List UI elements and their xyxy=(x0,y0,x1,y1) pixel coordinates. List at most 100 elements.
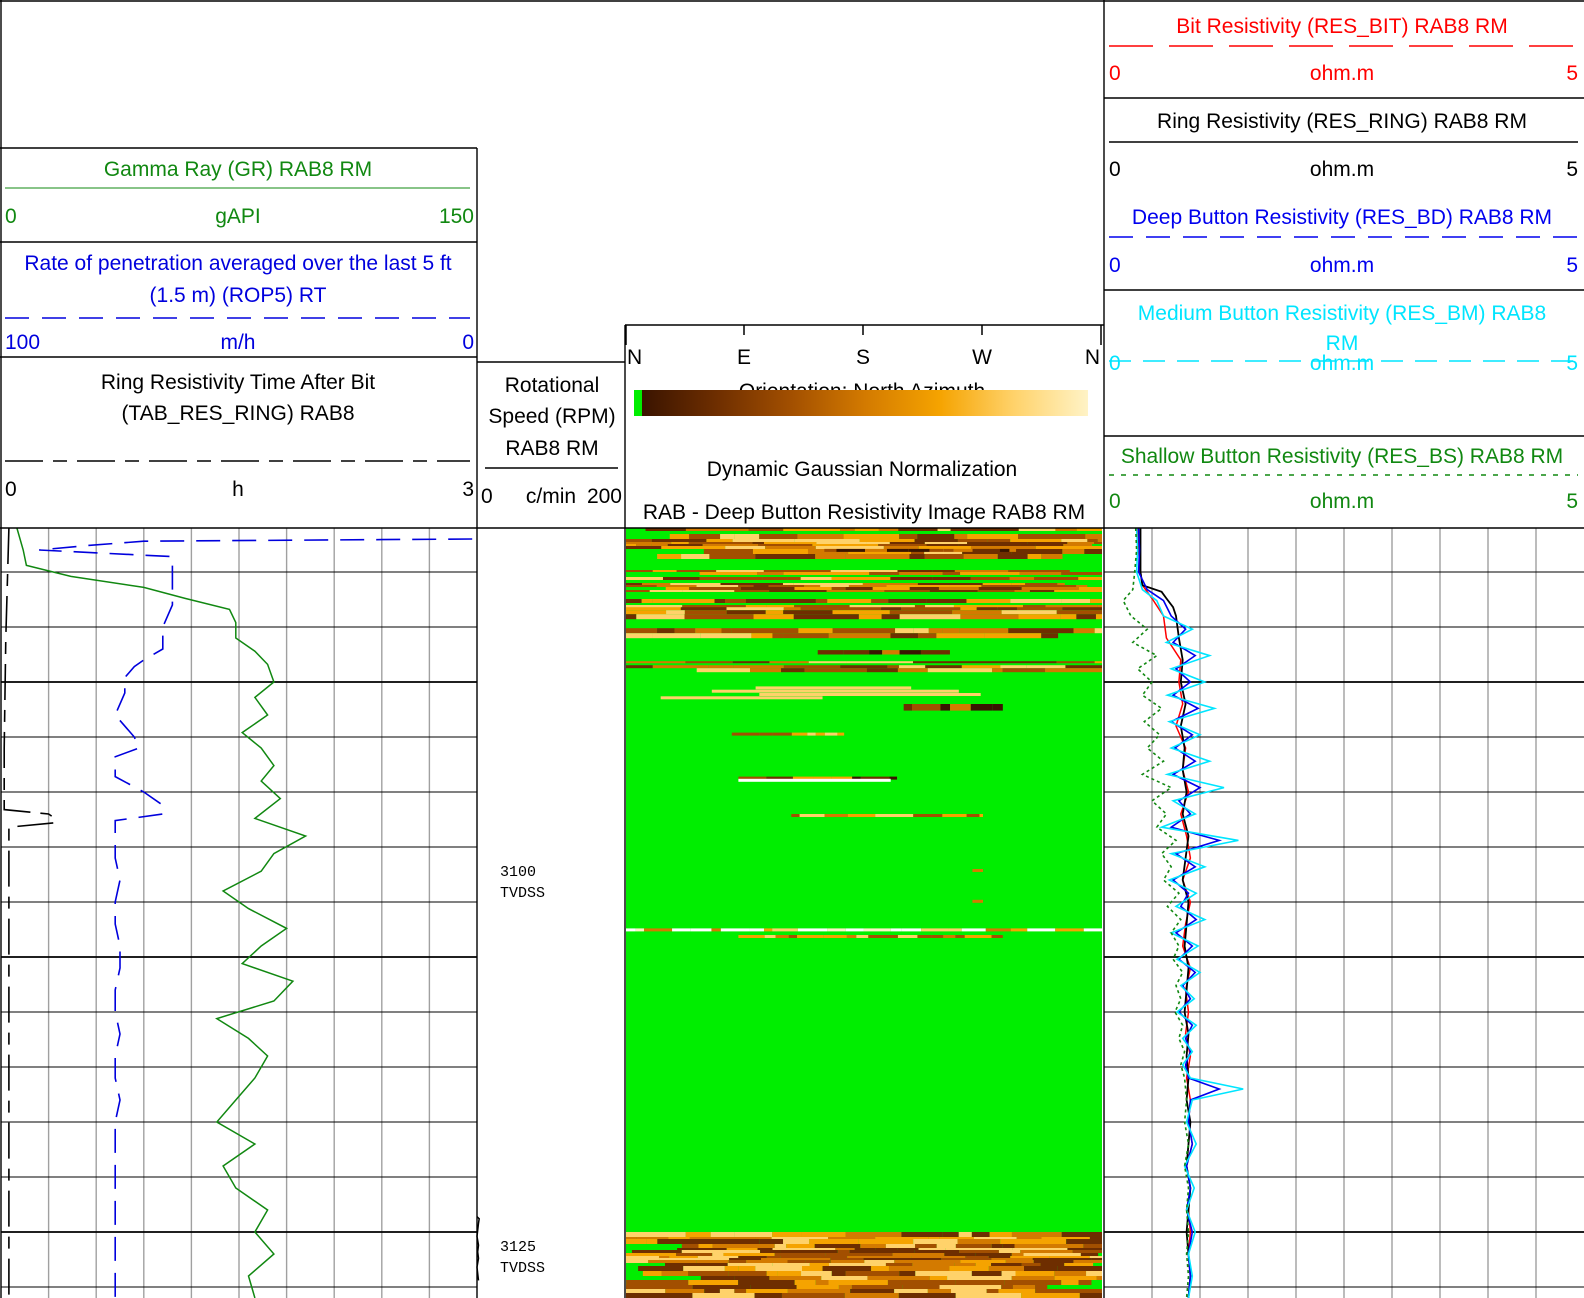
image-bed xyxy=(772,1232,802,1237)
image-bed xyxy=(682,590,735,592)
image-bed xyxy=(976,607,998,611)
image-bed xyxy=(924,554,964,559)
image-bed xyxy=(915,1271,972,1276)
image-bed xyxy=(826,590,885,592)
image-bed xyxy=(1061,1280,1079,1285)
image-bed xyxy=(970,577,1010,580)
image-bed xyxy=(849,605,915,608)
image-bed xyxy=(648,1260,697,1263)
image-bed xyxy=(950,1289,987,1293)
image-bed xyxy=(948,928,962,932)
image-bed xyxy=(797,928,828,932)
image-bed xyxy=(942,1232,959,1237)
image-bed xyxy=(950,704,971,711)
image-bed xyxy=(772,633,784,639)
image-bed xyxy=(685,661,733,664)
image-bed xyxy=(734,1289,747,1293)
image-bed xyxy=(1004,1280,1062,1285)
image-bed xyxy=(1011,549,1063,554)
image-bed xyxy=(921,607,961,611)
image-bed xyxy=(768,585,788,587)
image-bed xyxy=(766,1271,778,1276)
image-bed xyxy=(1021,587,1079,590)
image-bed xyxy=(847,1256,912,1258)
image-bed xyxy=(887,665,899,669)
image-bed xyxy=(890,928,902,932)
image-bed xyxy=(837,732,845,736)
image-bed xyxy=(958,1232,972,1237)
image-bed xyxy=(772,1263,810,1266)
image-bed xyxy=(884,590,930,592)
image-bed xyxy=(925,605,954,608)
image-bed xyxy=(925,665,962,669)
image-bed xyxy=(721,628,732,634)
image-bed xyxy=(888,814,914,817)
image-bed xyxy=(700,633,752,639)
image-bed xyxy=(626,1239,647,1244)
image-bed xyxy=(849,1250,915,1253)
image-bed xyxy=(752,549,808,554)
image-bed xyxy=(1014,1244,1084,1248)
image-bed xyxy=(626,1285,693,1289)
image-bed xyxy=(781,1293,845,1298)
image-bed xyxy=(641,599,653,603)
image-bed xyxy=(1033,1260,1074,1263)
image-bed xyxy=(967,542,1028,544)
image-bed xyxy=(666,610,685,615)
image-bed xyxy=(832,610,890,615)
image-bed xyxy=(1085,534,1102,539)
bd-header: Deep Button Resistivity (RES_BD) RAB8 RM… xyxy=(1109,206,1578,277)
image-bed xyxy=(1023,605,1046,608)
image-bed xyxy=(765,546,816,549)
image-bed xyxy=(949,1266,989,1271)
image-bed xyxy=(732,539,795,542)
image-bed xyxy=(645,528,686,531)
image-bed xyxy=(734,1276,770,1280)
depth-label-unit: TVDSS xyxy=(500,885,545,902)
image-bed xyxy=(800,607,838,611)
image-bed xyxy=(865,548,887,552)
bd-curve xyxy=(1137,527,1223,1298)
image-bed xyxy=(954,534,968,539)
image-bed xyxy=(1049,1256,1090,1258)
image-bed xyxy=(931,935,944,938)
image-bed xyxy=(1026,665,1066,669)
image-bed xyxy=(685,528,749,531)
image-bed xyxy=(1009,577,1035,580)
image-bed xyxy=(1014,590,1030,592)
image-bed xyxy=(775,935,789,938)
image-bed xyxy=(1054,590,1102,592)
image-bed xyxy=(828,1263,886,1266)
image-bed xyxy=(750,668,782,673)
image-bed xyxy=(912,704,941,711)
image-bed xyxy=(821,1276,868,1280)
image-bed xyxy=(755,554,816,559)
image-bed xyxy=(957,539,988,542)
image-bed xyxy=(945,1248,1013,1250)
image-bed xyxy=(753,585,769,587)
rpm-title-line3: RAB8 RM xyxy=(505,437,598,460)
image-bed xyxy=(828,1237,876,1239)
bm-scale-min: 0 xyxy=(1109,352,1121,375)
bm-scale-max: 5 xyxy=(1566,352,1578,375)
image-bed xyxy=(636,544,652,546)
image-bed xyxy=(845,587,873,590)
image-bed xyxy=(1010,928,1028,932)
image-bed xyxy=(883,546,919,549)
image-bed xyxy=(847,814,876,817)
image-bed xyxy=(926,544,959,546)
image-bed xyxy=(971,1271,1002,1276)
image-bed xyxy=(711,1239,760,1244)
image-bed xyxy=(659,1258,730,1260)
rpm-scale-unit: c/min xyxy=(526,485,576,508)
image-bed xyxy=(708,665,734,669)
bs-title: Shallow Button Resistivity (RES_BS) RAB8… xyxy=(1121,445,1563,468)
image-bed xyxy=(668,1237,690,1239)
image-bed xyxy=(892,1253,945,1256)
image-bed xyxy=(960,1260,1006,1263)
image-bed xyxy=(921,928,949,932)
image-bed xyxy=(809,1239,859,1244)
image-bed xyxy=(801,572,870,575)
image-bed xyxy=(1041,1237,1090,1239)
image-bed xyxy=(828,1280,888,1285)
